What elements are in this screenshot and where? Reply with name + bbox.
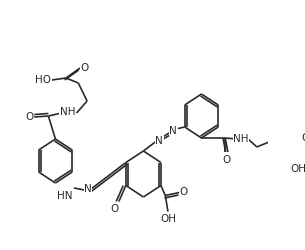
- Text: NH: NH: [60, 106, 76, 117]
- Text: HN: HN: [57, 190, 73, 200]
- Text: N: N: [155, 136, 163, 145]
- Text: O: O: [25, 112, 33, 122]
- Text: O: O: [180, 187, 188, 197]
- Text: O: O: [301, 132, 305, 142]
- Text: O: O: [222, 154, 230, 164]
- Text: OH: OH: [161, 214, 177, 224]
- Text: NH: NH: [233, 134, 249, 143]
- Text: HO: HO: [35, 75, 51, 85]
- Text: O: O: [110, 204, 119, 214]
- Text: N: N: [170, 126, 177, 136]
- Text: N: N: [84, 183, 92, 193]
- Text: OH: OH: [290, 163, 305, 173]
- Text: O: O: [80, 63, 88, 73]
